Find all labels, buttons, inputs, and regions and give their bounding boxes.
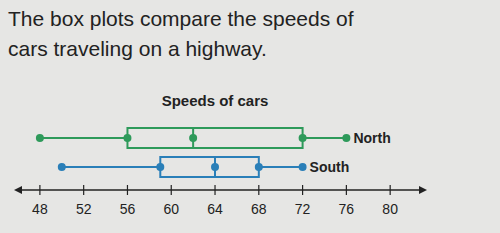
point-min [36,134,44,142]
x-tick [127,185,128,195]
x-tick [83,185,84,195]
point-q1 [156,163,164,171]
point-median [211,163,219,171]
x-tick-label: 52 [76,201,92,217]
plot-area [36,128,350,177]
whisker [40,137,128,139]
x-tick-label: 56 [120,201,136,217]
x-tick [258,185,259,195]
box [127,128,302,148]
x-tick [390,185,391,195]
whisker [303,137,347,139]
x-tick [171,185,172,195]
x-tick [39,185,40,195]
whisker [259,166,303,168]
x-tick [346,185,347,195]
point-q1 [123,134,131,142]
x-axis [18,189,423,191]
point-q3 [299,134,307,142]
x-tick-label: 64 [207,201,223,217]
chart: The box plots compare the speeds of cars … [0,0,500,233]
point-min [58,163,66,171]
x-tick-label: 60 [163,201,179,217]
problem-text: The box plots compare the speeds of [8,7,354,30]
x-tick-label: 68 [251,201,267,217]
point-max [342,134,350,142]
whisker [62,166,161,168]
x-tick-label: 72 [295,201,311,217]
problem-text: cars traveling on a highway. [8,37,267,60]
x-tick-label: 80 [382,201,398,217]
series-label: North [353,130,390,146]
series-label: South [310,159,350,175]
axis-arrow [419,186,427,194]
x-tick [302,185,303,195]
axis-arrow [14,186,22,194]
box [160,157,259,177]
x-tick-label: 76 [339,201,355,217]
point-q3 [255,163,263,171]
point-median [189,134,197,142]
x-tick-label: 48 [32,201,48,217]
point-max [299,163,307,171]
x-tick [214,185,215,195]
title: Speeds of cars [162,92,269,109]
